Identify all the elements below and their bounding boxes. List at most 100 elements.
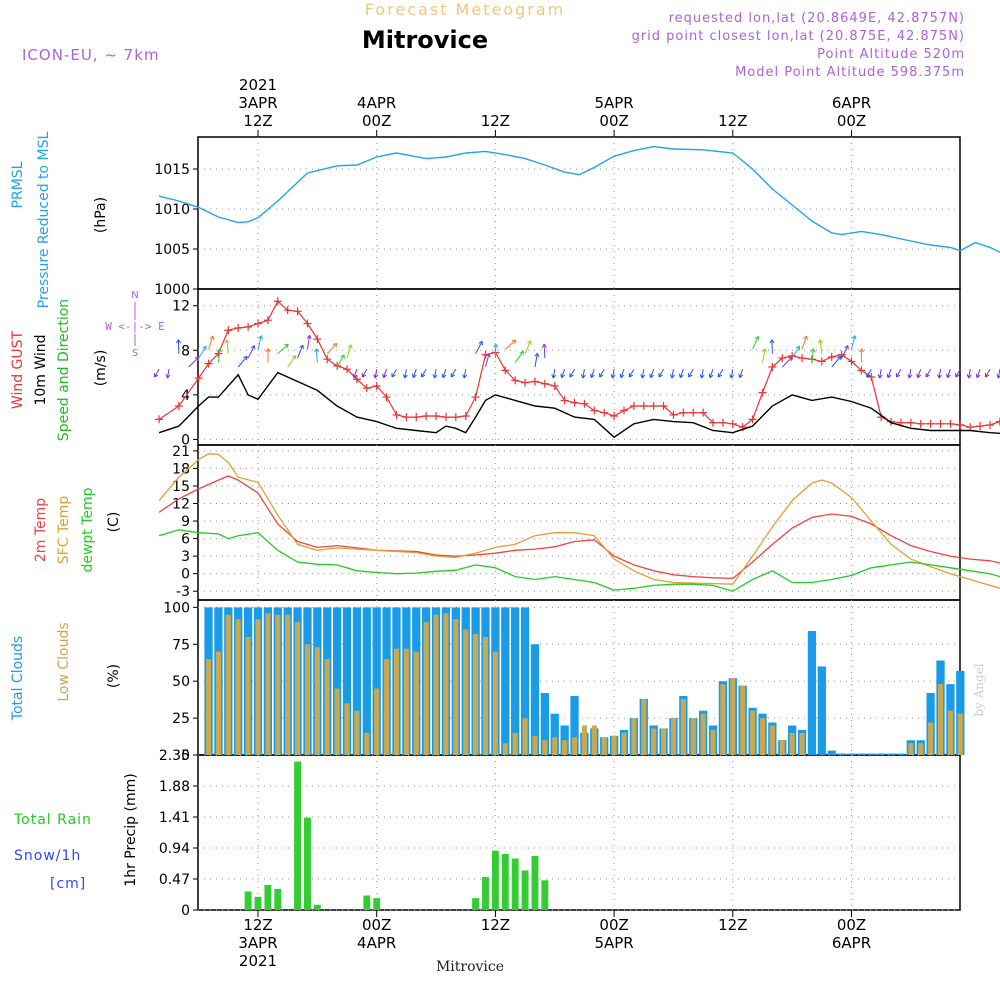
wind-arrow-head — [441, 373, 447, 379]
low-cloud-bar — [374, 688, 380, 755]
wind-arrow-head — [165, 374, 171, 379]
gust-marker — [254, 319, 262, 328]
rain-bar — [304, 817, 311, 910]
wind10-line — [158, 371, 1000, 439]
low-cloud-bar — [651, 728, 657, 755]
compass-n-label: N — [131, 290, 138, 301]
gust-marker — [521, 378, 530, 387]
wind-arrow-head — [352, 373, 358, 379]
wind-arrow — [831, 355, 842, 368]
wind-arrow-head — [450, 373, 456, 378]
gust-marker — [501, 366, 510, 375]
wind-arrow — [383, 369, 388, 378]
gust-marker — [956, 420, 965, 429]
gust-label: Wind GUST — [10, 330, 26, 409]
low-cloud-bar — [433, 614, 439, 755]
grid-point-coords: grid point closest lon,lat (20.875E, 42.… — [632, 29, 965, 44]
wind-arrow — [709, 369, 714, 378]
wind-arrow — [641, 369, 645, 379]
wind-arrow — [463, 369, 467, 379]
rain-bar — [491, 850, 499, 910]
gust-marker — [402, 413, 411, 422]
gust-marker — [926, 419, 935, 428]
wind-arrow — [361, 368, 368, 378]
wind-arrow-head — [340, 354, 345, 359]
wind-arrow — [306, 335, 311, 350]
low-cloud-bar — [522, 718, 528, 755]
dew-label: dewpt Temp — [80, 487, 96, 572]
gust-marker — [887, 417, 896, 426]
wind-arrow-head — [810, 348, 816, 353]
wind-arrow — [896, 368, 902, 378]
gust-marker — [946, 419, 955, 428]
low-cloud-bar — [611, 735, 617, 755]
gust-marker — [976, 422, 985, 431]
low-cloud-bar — [304, 644, 311, 755]
gust-marker — [560, 396, 569, 405]
gust-marker — [313, 335, 322, 344]
wind-arrow-head — [589, 373, 595, 379]
gust-marker — [906, 418, 915, 427]
wind-arrow-head — [844, 345, 849, 350]
total-cloud-bar — [896, 753, 906, 755]
low-cloud-bar — [710, 729, 716, 755]
low-cloud-bar — [937, 684, 944, 755]
wind-arrow-head — [851, 335, 857, 340]
wind-arrow — [955, 368, 961, 378]
gust-marker — [619, 406, 628, 415]
wind-arrow — [391, 368, 397, 378]
bottom-time-label: 12Z — [481, 916, 510, 934]
wind-arrow — [612, 369, 615, 379]
wind-arrow — [326, 343, 338, 354]
wind-arrow-head — [291, 355, 297, 360]
gust-marker — [649, 402, 658, 410]
wind-arrow — [315, 348, 318, 363]
panel-frame-0 — [197, 136, 961, 290]
wind-arrow — [247, 345, 255, 359]
gust-marker — [263, 316, 272, 325]
gust-marker — [709, 418, 718, 427]
wind-arrow-head — [519, 350, 524, 356]
wind-arrow — [582, 369, 585, 379]
pressure-line — [158, 145, 1000, 254]
wind-arrow-head — [877, 374, 883, 379]
wind-arrow — [620, 369, 625, 378]
wind-arrow-head — [462, 374, 468, 379]
low-cloud-bar — [562, 740, 568, 755]
gust-marker — [659, 402, 668, 410]
rain-bar — [254, 896, 262, 910]
wind-arrow-head — [314, 348, 320, 353]
gust-marker — [817, 357, 826, 366]
low-cloud-bar — [581, 725, 587, 755]
gust-marker — [550, 381, 559, 390]
total-cloud-bar — [511, 607, 520, 755]
bottom-time-label: 12Z — [718, 916, 747, 934]
wind-arrow-head — [619, 373, 625, 379]
total-cloud-bar — [352, 607, 362, 755]
gust-marker — [511, 376, 520, 385]
gust-marker — [392, 410, 401, 419]
model-label: ICON-EU, ~ 7km — [22, 46, 160, 64]
rain-bar — [531, 855, 539, 910]
gust-marker — [422, 412, 431, 421]
precip-axis-label: 1hr Precip (mm) — [123, 773, 139, 886]
rain-bar — [482, 877, 489, 910]
y-tick-label: 9 — [181, 514, 190, 530]
low-cloud-bar — [690, 718, 696, 755]
low-cloud-bar — [908, 743, 914, 755]
wind-arrow — [917, 369, 922, 378]
total-cloud-bar — [332, 607, 342, 755]
panel-frame-4 — [197, 754, 961, 911]
wind-arrow-head — [265, 348, 271, 353]
top-time-label: 12Z — [243, 112, 272, 130]
wind-arrow-head — [202, 345, 207, 351]
y-tick-label: 12 — [172, 299, 190, 315]
low-cloud-bar — [789, 732, 795, 755]
low-cloud-bar — [275, 614, 281, 755]
y-tick-label: 0.47 — [159, 872, 190, 888]
wind-arrow — [450, 368, 457, 378]
wind-arrow — [198, 345, 207, 359]
y-tick-label: 1000 — [154, 282, 190, 298]
gust-marker — [352, 375, 361, 384]
total-cloud-bar — [817, 666, 826, 755]
